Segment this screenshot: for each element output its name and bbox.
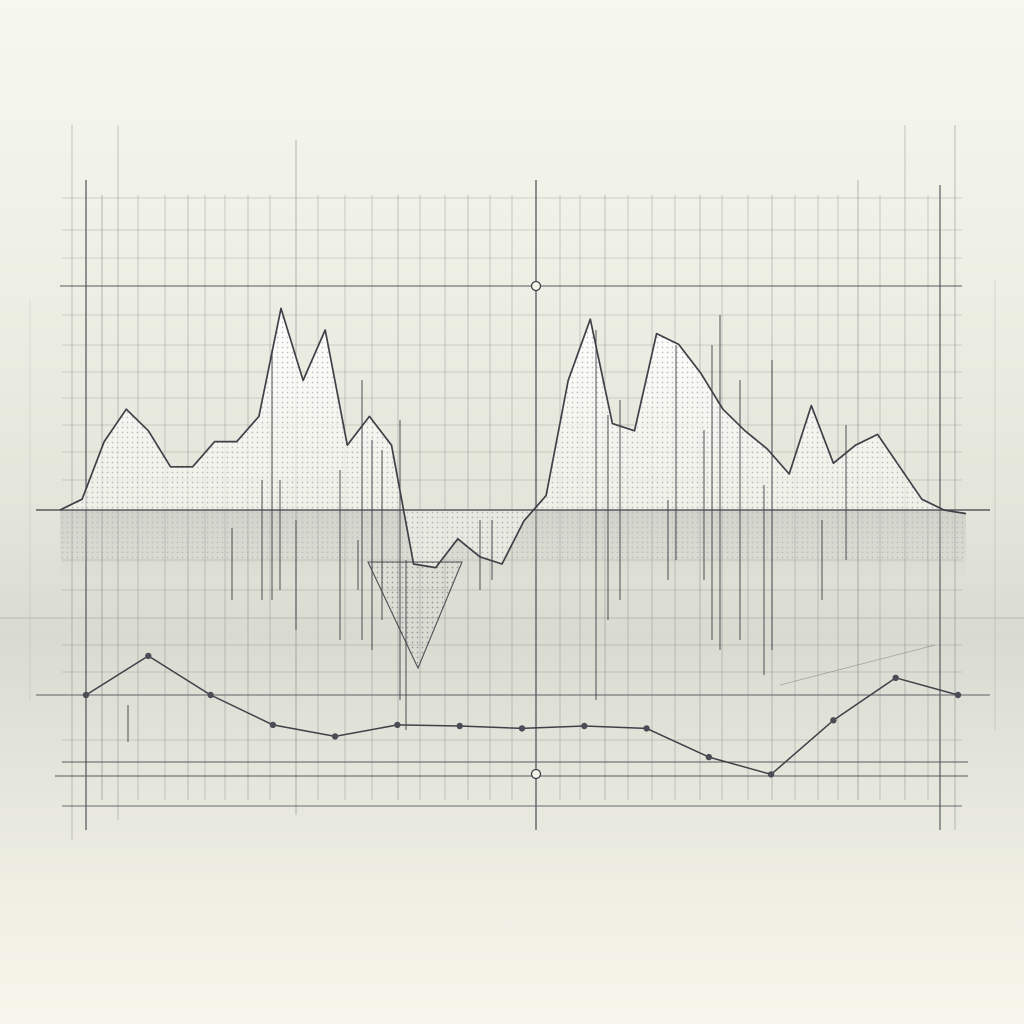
line-series-path (85, 655, 959, 776)
annotation-line (779, 644, 936, 686)
line-series-point (331, 733, 339, 740)
axis-node-marker (530, 768, 542, 780)
line-series-point (82, 691, 90, 699)
line-series-point (145, 652, 152, 660)
area-dip-wedge (367, 561, 463, 670)
line-series-point (954, 691, 962, 699)
line-series-point (767, 771, 775, 778)
line-series-point (892, 674, 899, 681)
line-series-point (830, 717, 837, 724)
line-series-point (518, 725, 526, 732)
line-series-point (643, 725, 650, 732)
axis-node-marker (530, 280, 542, 292)
line-series-point (269, 721, 277, 729)
line-series-point (705, 753, 713, 761)
line-series-point (394, 721, 401, 729)
line-series-point (207, 691, 214, 699)
line-series-point (581, 722, 588, 730)
area-series-line (59, 307, 967, 569)
line-series (82, 652, 962, 778)
line-series-point (456, 722, 463, 730)
area-series (36, 307, 990, 670)
spike-lines (127, 315, 847, 742)
